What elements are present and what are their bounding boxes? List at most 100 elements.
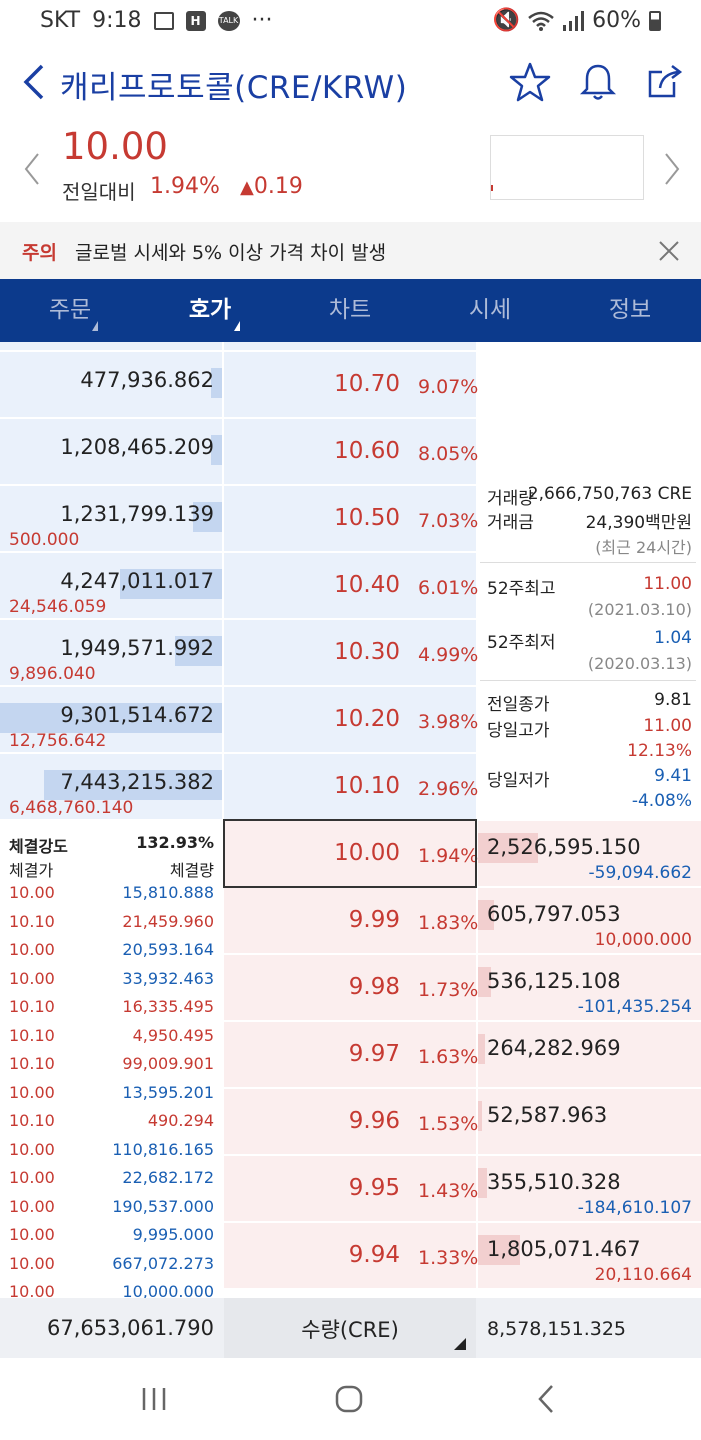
info-day-high: 11.00	[643, 716, 692, 736]
ask-price-cell[interactable]	[224, 419, 476, 484]
bid-volume: 52,587.963	[487, 1103, 608, 1127]
ask-price-cell[interactable]	[224, 687, 476, 752]
bid-percent: 1.83%	[418, 912, 479, 934]
trade-price-header: 체결가	[9, 861, 54, 880]
bid-volume-bar	[478, 900, 494, 930]
ask-change: 9,896.040	[9, 664, 96, 684]
ask-price-cell[interactable]	[224, 620, 476, 685]
ask-volume-cell[interactable]	[0, 486, 222, 551]
strength-value: 132.93%	[136, 833, 214, 852]
bid-price-cell[interactable]	[224, 1156, 476, 1221]
bid-price-cell[interactable]	[224, 1022, 476, 1087]
bid-price: 9.94	[348, 1242, 400, 1268]
ask-price-cell[interactable]	[224, 754, 476, 819]
bid-volume: 355,510.328	[487, 1170, 621, 1194]
bid-volume-bar	[478, 1101, 482, 1131]
info-divider	[480, 562, 696, 563]
bid-price-cell[interactable]	[224, 955, 476, 1020]
trade-price: 10.10	[9, 997, 55, 1016]
trade-price: 10.00	[9, 968, 55, 988]
unit-selector[interactable]: 수량(CRE)	[224, 1298, 476, 1358]
info-prev-close-label: 전일종가	[487, 695, 550, 715]
bid-price: 9.99	[348, 907, 400, 933]
bid-volume-cell[interactable]	[478, 1156, 701, 1221]
signal-icon	[563, 10, 585, 31]
tab-order[interactable]: 주문	[0, 279, 140, 342]
back-arrow-icon[interactable]	[18, 62, 52, 102]
ask-price: 10.60	[334, 438, 400, 464]
trade-volume: 490.294	[147, 1111, 214, 1130]
bid-percent: 1.53%	[418, 1113, 479, 1135]
trade-volume-header: 체결량	[169, 861, 214, 880]
tab-chart[interactable]: 차트	[328, 297, 372, 323]
bid-price-cell[interactable]	[224, 821, 476, 886]
bid-percent: 1.94%	[418, 845, 479, 867]
ask-price: 10.70	[334, 371, 400, 397]
carrier: SKT	[40, 8, 81, 33]
ask-price-cell[interactable]	[224, 553, 476, 618]
info-amount-label: 거래금	[487, 513, 534, 533]
tab-orderbook-dropdown-icon	[234, 321, 240, 331]
bid-volume-cell[interactable]	[478, 1022, 701, 1087]
ask-volume-bar	[175, 636, 222, 666]
ask-price: 10.50	[334, 505, 400, 531]
share-icon[interactable]	[644, 60, 688, 104]
info-low52-date: (2020.03.13)	[587, 654, 692, 673]
star-icon[interactable]	[508, 60, 552, 104]
gallery-icon	[153, 11, 174, 30]
title-dropdown-icon[interactable]	[427, 81, 439, 95]
battery-icon	[649, 10, 661, 31]
page-title[interactable]: 캐리프로토콜(CRE/KRW)	[60, 70, 408, 106]
trade-price: 10.00	[9, 1139, 55, 1159]
info-recent: (최근 24시간)	[595, 538, 692, 557]
bell-icon[interactable]	[576, 60, 620, 104]
tab-quotes[interactable]: 시세	[468, 297, 512, 323]
ask-volume: 7,443,215.382	[60, 770, 214, 794]
bid-price: 9.96	[348, 1108, 400, 1134]
ask-percent: 6.01%	[418, 577, 479, 599]
ask-volume: 4,247,011.017	[60, 569, 214, 593]
info-day-high-pct: 12.13%	[627, 741, 692, 761]
tab-info[interactable]: 정보	[608, 297, 652, 323]
close-icon[interactable]	[658, 240, 680, 262]
bid-price-cell[interactable]	[224, 1089, 476, 1154]
ask-volume-cell[interactable]	[0, 419, 222, 484]
trade-volume: 10,000.000	[122, 1282, 214, 1298]
ask-row-stub	[0, 342, 222, 350]
trade-price: 10.10	[9, 911, 55, 931]
ask-volume-cell[interactable]	[0, 352, 222, 417]
bid-volume-cell[interactable]	[478, 955, 701, 1020]
prev-coin-icon[interactable]	[22, 152, 42, 186]
bid-volume-cell[interactable]	[478, 888, 701, 953]
bid-change: 20,110.664	[594, 1265, 692, 1285]
bid-volume: 536,125.108	[487, 969, 621, 993]
ask-volume: 1,949,571.992	[60, 636, 214, 660]
info-high52-label: 52주최고	[487, 579, 556, 599]
next-coin-icon[interactable]	[662, 152, 682, 186]
info-high52-date: (2021.03.10)	[587, 600, 692, 619]
back-nav-icon[interactable]	[536, 1384, 556, 1414]
tab-orderbook[interactable]: 호가	[140, 279, 280, 342]
trade-price: 10.00	[9, 1168, 55, 1187]
bid-price-cell[interactable]	[224, 888, 476, 953]
trade-price: 10.10	[9, 1025, 55, 1045]
ask-price-cell[interactable]	[224, 352, 476, 417]
bid-volume-bar	[478, 1034, 485, 1064]
trade-price: 10.10	[9, 1054, 55, 1073]
bid-volume-bar	[478, 833, 538, 863]
bid-percent: 1.33%	[418, 1247, 479, 1269]
trade-price: 10.00	[9, 883, 55, 902]
bid-change: -59,094.662	[588, 863, 692, 883]
trade-volume: 20,593.164	[122, 940, 214, 959]
ask-price-cell[interactable]	[224, 486, 476, 551]
mini-chart[interactable]	[490, 135, 644, 200]
recent-apps-icon[interactable]	[140, 1386, 168, 1412]
notice-label: 주의	[22, 242, 57, 264]
ask-percent: 8.05%	[418, 443, 479, 465]
home-icon[interactable]	[334, 1384, 364, 1414]
trade-price: 10.00	[9, 1282, 55, 1298]
bid-price-cell[interactable]	[224, 1223, 476, 1288]
bid-volume-cell[interactable]	[478, 1089, 701, 1154]
ask-price: 10.40	[334, 572, 400, 598]
